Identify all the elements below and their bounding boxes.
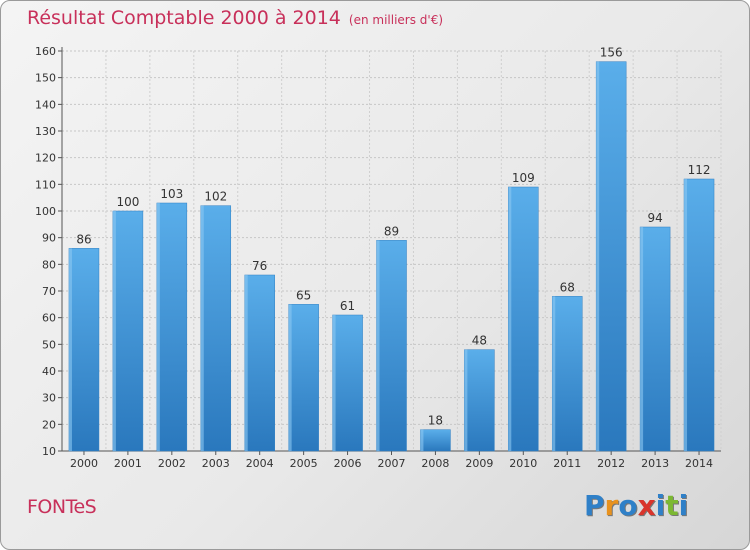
bar-highlight — [244, 275, 248, 451]
value-label: 156 — [600, 46, 623, 60]
bar-2000 — [68, 248, 100, 452]
y-tick-label: 160 — [35, 45, 56, 58]
value-label: 89 — [384, 224, 399, 238]
y-tick-label: 90 — [42, 232, 56, 245]
bar-2014 — [683, 178, 715, 452]
bar-2007 — [376, 240, 407, 452]
bar-highlight — [684, 179, 688, 451]
x-tick-label: 2006 — [334, 457, 362, 470]
y-tick-label: 140 — [35, 98, 56, 111]
logo-letter: t — [665, 489, 679, 522]
y-tick-label: 20 — [42, 418, 56, 431]
value-label: 112 — [688, 163, 711, 177]
bar-2003 — [200, 205, 232, 452]
x-tick-label: 2011 — [553, 457, 581, 470]
value-label: 103 — [160, 187, 183, 201]
logo-letter: i — [678, 489, 689, 522]
y-tick-label: 130 — [35, 125, 56, 138]
bar-highlight — [596, 61, 600, 452]
bar-2010 — [508, 186, 539, 452]
bar-2008 — [420, 429, 451, 452]
bar-highlight — [288, 304, 292, 451]
logo-letter: i — [655, 489, 666, 522]
value-labels: 86 100 103 102 76 65 61 89 18 48 109 68 156 94 112 — [76, 46, 710, 428]
value-label: 94 — [647, 211, 662, 225]
logo-letter: x — [637, 489, 656, 522]
bar-highlight — [332, 315, 336, 451]
bar-highlight — [112, 211, 116, 451]
bar-highlight — [552, 296, 556, 451]
y-tick-label: 30 — [42, 392, 56, 405]
bar-2001 — [112, 210, 144, 452]
y-tick-label: 10 — [42, 445, 56, 458]
y-tick-label: 40 — [42, 365, 56, 378]
y-tick-label: 100 — [35, 205, 56, 218]
chart-title: Résultat Comptable 2000 à 2014 (en millie… — [27, 7, 444, 29]
bar-highlight — [156, 203, 160, 451]
bar-2012 — [595, 61, 627, 452]
logo-letter: o — [618, 489, 638, 522]
bar-highlight — [420, 429, 424, 451]
bar-2009 — [464, 349, 495, 452]
x-tick-label: 2009 — [465, 457, 493, 470]
x-tick-label: 2012 — [597, 457, 625, 470]
value-label: 86 — [76, 232, 91, 246]
bar-2002 — [156, 202, 188, 452]
y-tick-label: 80 — [42, 258, 56, 271]
value-label: 65 — [296, 288, 311, 302]
x-tick-label: 2001 — [114, 457, 142, 470]
bar-highlight — [68, 248, 72, 451]
y-tick-label: 70 — [42, 285, 56, 298]
bars — [68, 61, 715, 452]
logo-letter: r — [604, 489, 619, 522]
x-tick-label: 2000 — [70, 457, 98, 470]
x-tick-label: 2005 — [290, 457, 318, 470]
value-label: 76 — [252, 259, 267, 273]
bar-2005 — [288, 304, 319, 452]
chart-subtitle: (en milliers d'€) — [348, 13, 444, 27]
value-label: 18 — [428, 414, 443, 428]
x-tick-label: 2002 — [158, 457, 186, 470]
y-tick-label: 120 — [35, 152, 56, 165]
x-tick-label: 2007 — [378, 457, 406, 470]
value-label: 48 — [472, 334, 487, 348]
y-tick-label: 110 — [35, 178, 56, 191]
value-label: 68 — [560, 280, 575, 294]
x-tick-label: 2004 — [246, 457, 274, 470]
bar-2004 — [244, 274, 275, 452]
bar-2013 — [639, 226, 671, 452]
bar-highlight — [464, 349, 468, 451]
y-tick-label: 50 — [42, 338, 56, 351]
value-label: 61 — [340, 299, 355, 313]
bar-highlight — [200, 205, 204, 451]
x-tick-label: 2014 — [685, 457, 713, 470]
y-tick-label: 150 — [35, 72, 56, 85]
proxiti-logo[interactable]: Proxiti — [584, 489, 688, 522]
value-label: 102 — [204, 190, 227, 204]
x-tick-label: 2003 — [202, 457, 230, 470]
x-tick-label: 2010 — [509, 457, 537, 470]
commune-name: FONTeS — [27, 496, 97, 518]
value-label: 100 — [116, 195, 139, 209]
x-tick-label: 2008 — [421, 457, 449, 470]
bar-2011 — [551, 296, 583, 452]
logo-letter: P — [584, 489, 605, 522]
y-tick-label: 60 — [42, 312, 56, 325]
value-label: 109 — [512, 171, 535, 185]
bar-2006 — [332, 314, 363, 452]
x-tick-label: 2013 — [641, 457, 669, 470]
bar-highlight — [640, 227, 644, 451]
bar-highlight — [376, 240, 380, 451]
bar-highlight — [508, 187, 512, 451]
